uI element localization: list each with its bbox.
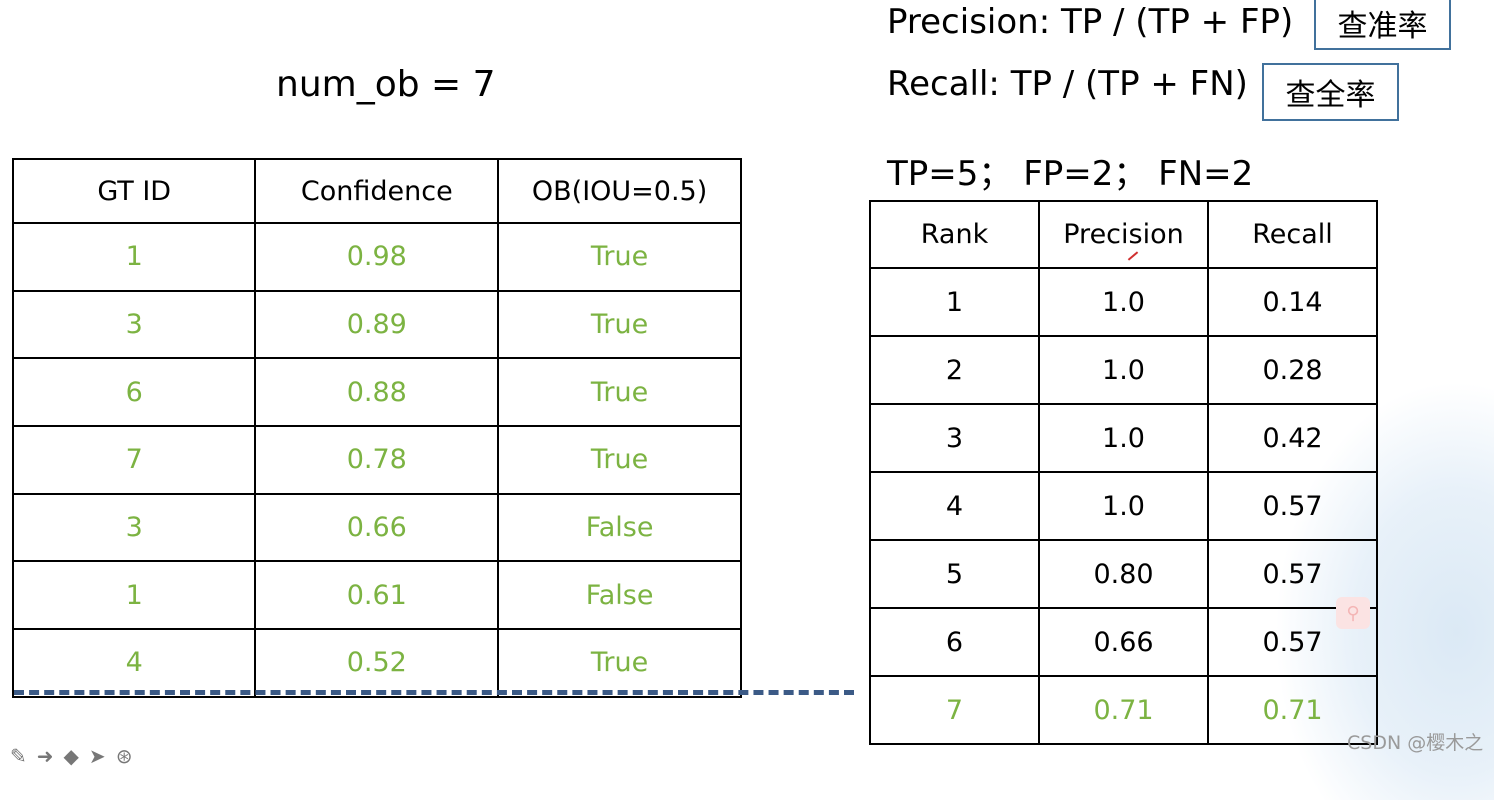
cell-rank: 6 — [869, 607, 1040, 677]
cell-ob: True — [497, 222, 742, 292]
table-header-row: GT ID Confidence OB(IOU=0.5) — [11, 158, 742, 224]
header-ob: OB(IOU=0.5) — [497, 158, 742, 224]
header-gt-id: GT ID — [11, 158, 257, 224]
cell-gt-id: 1 — [11, 560, 257, 631]
header-recall: Recall — [1207, 200, 1378, 269]
cell-recall: 0.28 — [1207, 335, 1378, 405]
header-confidence: Confidence — [254, 158, 500, 224]
precision-formula: Precision: TP / (TP + FP) — [887, 2, 1294, 42]
cell-precision: 0.66 — [1038, 607, 1209, 677]
cell-rank: 5 — [869, 539, 1040, 609]
cell-precision: 1.0 — [1038, 267, 1209, 337]
cell-gt-id: 3 — [11, 289, 257, 360]
cell-recall: 0.14 — [1207, 267, 1378, 337]
recall-cn-box: 查全率 — [1262, 63, 1399, 121]
cell-confidence: 0.98 — [254, 222, 500, 292]
eraser-icon[interactable]: ◆ — [63, 744, 89, 768]
cell-ob: True — [497, 628, 742, 698]
cell-gt-id: 1 — [11, 222, 257, 292]
cell-precision: 0.71 — [1038, 675, 1209, 745]
table-row: 5 0.80 0.57 — [869, 539, 1378, 609]
counts-label: TP=5； FP=2； FN=2 — [887, 154, 1254, 194]
cell-confidence: 0.78 — [254, 425, 500, 495]
cell-gt-id: 3 — [11, 492, 257, 563]
detections-table: GT ID Confidence OB(IOU=0.5) 1 0.98 True… — [11, 158, 742, 698]
presentation-toolbar[interactable]: ✎➜◆➤⊛ — [10, 744, 142, 768]
cell-precision: 1.0 — [1038, 471, 1209, 541]
table-row: 6 0.88 True — [11, 357, 742, 428]
pointer-icon[interactable]: ➤ — [88, 744, 116, 768]
cell-ob: False — [497, 560, 742, 631]
settings-icon[interactable]: ⊛ — [115, 744, 143, 768]
table-row: 6 0.66 0.57 — [869, 607, 1378, 677]
table-row: 2 1.0 0.28 — [869, 335, 1378, 405]
table-row: 1 1.0 0.14 — [869, 267, 1378, 337]
cell-confidence: 0.66 — [254, 492, 500, 563]
cell-precision: 1.0 — [1038, 335, 1209, 405]
arrow-icon[interactable]: ➜ — [36, 744, 64, 768]
table-row-highlighted: 7 0.71 0.71 — [869, 675, 1378, 745]
cell-precision: 0.80 — [1038, 539, 1209, 609]
cell-confidence: 0.88 — [254, 357, 500, 428]
cell-recall: 0.57 — [1207, 471, 1378, 541]
table-row: 7 0.78 True — [11, 425, 742, 495]
precision-cn-box: 查准率 — [1314, 0, 1451, 50]
cell-ob: True — [497, 289, 742, 360]
cell-recall: 0.57 — [1207, 539, 1378, 609]
cell-rank: 2 — [869, 335, 1040, 405]
watermark: CSDN @樱木之 — [1347, 732, 1484, 754]
table-row: 3 0.66 False — [11, 492, 742, 563]
cell-rank: 3 — [869, 403, 1040, 473]
table-row: 3 0.89 True — [11, 289, 742, 360]
table-row: 3 1.0 0.42 — [869, 403, 1378, 473]
table-row: 4 0.52 True — [11, 628, 742, 698]
dashed-divider — [14, 690, 854, 695]
cell-gt-id: 4 — [11, 628, 257, 698]
cell-ob: False — [497, 492, 742, 563]
table-header-row: Rank Precision Recall — [869, 200, 1378, 269]
table-row: 1 0.61 False — [11, 560, 742, 631]
cell-gt-id: 7 — [11, 425, 257, 495]
cell-recall: 0.71 — [1207, 675, 1378, 745]
table-row: 1 0.98 True — [11, 222, 742, 292]
cell-confidence: 0.61 — [254, 560, 500, 631]
cell-gt-id: 6 — [11, 357, 257, 428]
precision-recall-table: Rank Precision Recall 1 1.0 0.14 2 1.0 0… — [869, 200, 1378, 745]
cell-recall: 0.42 — [1207, 403, 1378, 473]
search-icon[interactable]: ⚲ — [1336, 597, 1370, 629]
recall-formula: Recall: TP / (TP + FN) — [887, 64, 1248, 104]
cell-rank: 1 — [869, 267, 1040, 337]
pen-icon[interactable]: ✎ — [10, 744, 37, 768]
num-ob-label: num_ob = 7 — [276, 64, 496, 105]
table-row: 4 1.0 0.57 — [869, 471, 1378, 541]
cell-ob: True — [497, 357, 742, 428]
header-precision: Precision — [1038, 200, 1209, 269]
cell-confidence: 0.89 — [254, 289, 500, 360]
cell-rank: 4 — [869, 471, 1040, 541]
cell-precision: 1.0 — [1038, 403, 1209, 473]
header-rank: Rank — [869, 200, 1040, 269]
cell-confidence: 0.52 — [254, 628, 500, 698]
cell-rank: 7 — [869, 675, 1040, 745]
cell-ob: True — [497, 425, 742, 495]
